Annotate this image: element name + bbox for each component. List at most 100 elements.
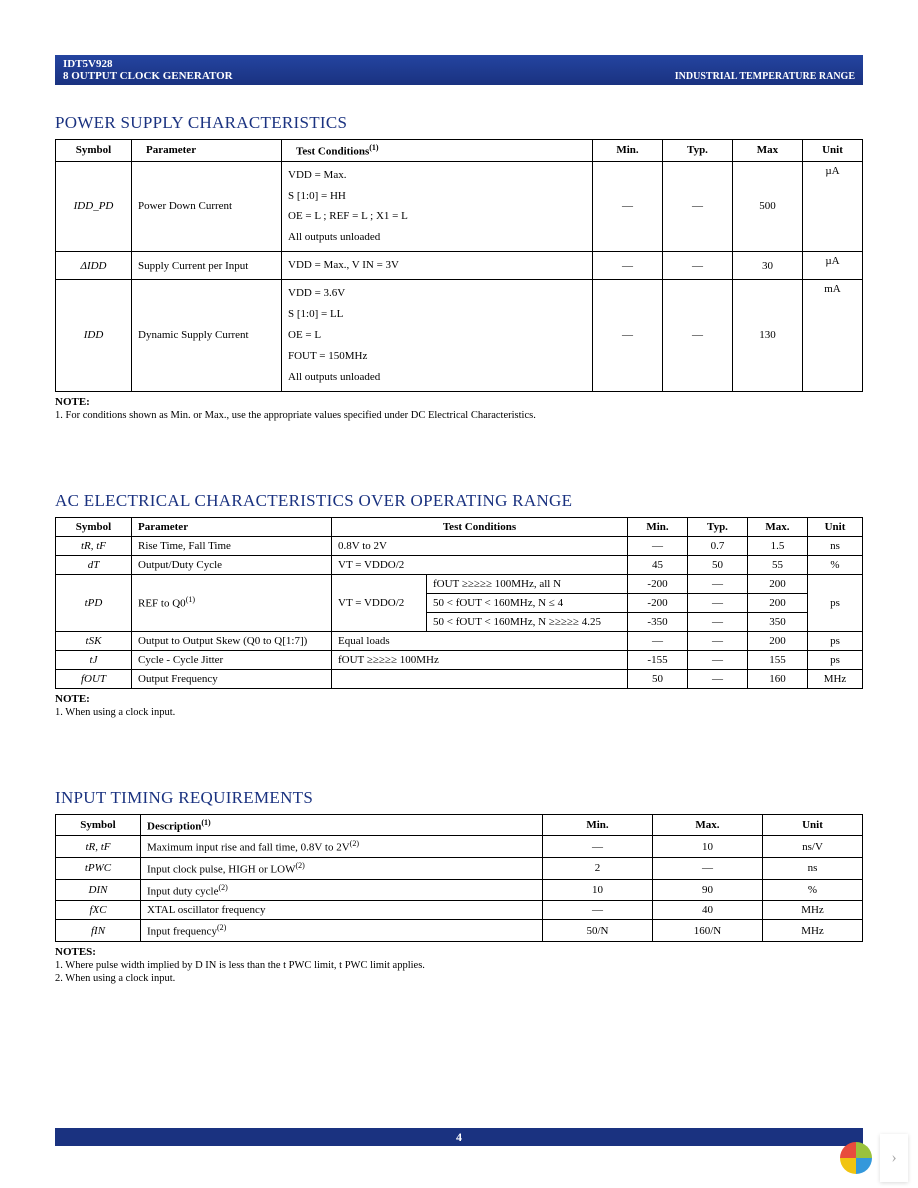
cell-desc: XTAL oscillator frequency xyxy=(141,901,543,920)
cell-unit: ps xyxy=(808,650,863,669)
table-row: tPWCInput clock pulse, HIGH or LOW(2)2—n… xyxy=(56,857,863,879)
corner-widget: › xyxy=(840,1134,908,1182)
cell-min: — xyxy=(543,836,653,858)
s1-note: 1. For conditions shown as Min. or Max.,… xyxy=(55,410,863,421)
cell-min: — xyxy=(593,280,663,391)
cell-symbol: ΔIDD xyxy=(56,252,132,280)
cell-min: 45 xyxy=(628,555,688,574)
s2-note-head: NOTE: xyxy=(55,693,863,705)
s2-note: 1. When using a clock input. xyxy=(55,707,863,718)
table-row: fINInput frequency(2)50/N160/NMHz xyxy=(56,920,863,942)
section3-title: INPUT TIMING REQUIREMENTS xyxy=(55,788,863,808)
cell-max: 200 xyxy=(748,574,808,593)
cell-unit: MHz xyxy=(763,901,863,920)
cell-min: — xyxy=(593,252,663,280)
cell-parameter: Output to Output Skew (Q0 to Q[1:7]) xyxy=(132,631,332,650)
cell-desc: Input frequency(2) xyxy=(141,920,543,942)
cell-symbol: tR, tF xyxy=(56,536,132,555)
cell-max: 500 xyxy=(733,161,803,252)
input-timing-table: Symbol Description(1) Min. Max. Unit tR,… xyxy=(55,814,863,942)
table-row: tPDREF to Q0(1)VT = VDDO/2fOUT ≥≥≥≥≥ 100… xyxy=(56,574,863,593)
cell-parameter: REF to Q0(1) xyxy=(132,574,332,631)
next-button[interactable]: › xyxy=(880,1134,908,1182)
cell-min: 50/N xyxy=(543,920,653,942)
cell-parameter: Cycle - Cycle Jitter xyxy=(132,650,332,669)
cell-typ: — xyxy=(688,593,748,612)
cell-max: 200 xyxy=(748,593,808,612)
cell-unit: MHz xyxy=(808,669,863,688)
cell-conditions: VDD = Max.S [1:0] = HHOE = L ; REF = L ;… xyxy=(282,161,593,252)
header-subtitle: 8 OUTPUT CLOCK GENERATOR xyxy=(63,70,233,82)
col-symbol: Symbol xyxy=(56,814,141,836)
logo-icon xyxy=(840,1142,872,1174)
cell-max: 160 xyxy=(748,669,808,688)
table-row: ΔIDDSupply Current per InputVDD = Max., … xyxy=(56,252,863,280)
cell-typ: — xyxy=(688,612,748,631)
cell-typ: — xyxy=(688,574,748,593)
cell-max: 130 xyxy=(733,280,803,391)
cell-unit: ns xyxy=(808,536,863,555)
table-row: fOUTOutput Frequency50—160MHz xyxy=(56,669,863,688)
table-row: tSKOutput to Output Skew (Q0 to Q[1:7])E… xyxy=(56,631,863,650)
cell-min: — xyxy=(543,901,653,920)
cell-cond-sub: 50 < fOUT < 160MHz, N ≥≥≥≥≥ 4.25 xyxy=(427,612,628,631)
cell-symbol: IDD xyxy=(56,280,132,391)
table-row: IDD_PDPower Down CurrentVDD = Max.S [1:0… xyxy=(56,161,863,252)
cell-typ: — xyxy=(663,280,733,391)
cell-desc: Input clock pulse, HIGH or LOW(2) xyxy=(141,857,543,879)
cell-parameter: Output/Duty Cycle xyxy=(132,555,332,574)
cell-symbol: fXC xyxy=(56,901,141,920)
cell-unit: MHz xyxy=(763,920,863,942)
table-row: DINInput duty cycle(2)1090% xyxy=(56,879,863,901)
cell-max: 40 xyxy=(653,901,763,920)
cell-unit: mA xyxy=(803,280,863,391)
col-max: Max. xyxy=(748,517,808,536)
col-unit: Unit xyxy=(763,814,863,836)
col-min: Min. xyxy=(593,140,663,162)
cell-max: 200 xyxy=(748,631,808,650)
cell-max: 90 xyxy=(653,879,763,901)
section1-title: POWER SUPPLY CHARACTERISTICS xyxy=(55,113,863,133)
cell-min: -350 xyxy=(628,612,688,631)
cell-typ: — xyxy=(663,252,733,280)
cell-conditions: VDD = Max., V IN = 3V xyxy=(282,252,593,280)
cell-min: 50 xyxy=(628,669,688,688)
col-symbol: Symbol xyxy=(56,517,132,536)
col-parameter: Parameter xyxy=(132,517,332,536)
cell-conditions: VDD = 3.6VS [1:0] = LLOE = LFOUT = 150MH… xyxy=(282,280,593,391)
cell-max: 155 xyxy=(748,650,808,669)
col-typ: Typ. xyxy=(688,517,748,536)
table-row: fXCXTAL oscillator frequency—40MHz xyxy=(56,901,863,920)
cell-symbol: tPWC xyxy=(56,857,141,879)
cell-max: 1.5 xyxy=(748,536,808,555)
table-row: tR, tFMaximum input rise and fall time, … xyxy=(56,836,863,858)
page-number: 4 xyxy=(456,1130,462,1144)
s1-note-head: NOTE: xyxy=(55,396,863,408)
table-row: dTOutput/Duty CycleVT = VDDO/2455055% xyxy=(56,555,863,574)
cell-conditions: Equal loads xyxy=(332,631,628,650)
cell-unit: % xyxy=(808,555,863,574)
cell-unit: ns/V xyxy=(763,836,863,858)
col-parameter: Parameter xyxy=(132,140,282,162)
cell-unit: ps xyxy=(808,574,863,631)
cell-typ: 50 xyxy=(688,555,748,574)
cell-min: -200 xyxy=(628,574,688,593)
cell-cond-sub: fOUT ≥≥≥≥≥ 100MHz, all N xyxy=(427,574,628,593)
power-supply-table: Symbol Parameter Test Conditions(1) Min.… xyxy=(55,139,863,392)
col-conditions: Test Conditions xyxy=(332,517,628,536)
cell-max: — xyxy=(653,857,763,879)
cell-unit: ps xyxy=(808,631,863,650)
col-min: Min. xyxy=(628,517,688,536)
cell-parameter: Dynamic Supply Current xyxy=(132,280,282,391)
col-unit: Unit xyxy=(808,517,863,536)
cell-max: 160/N xyxy=(653,920,763,942)
cell-max: 10 xyxy=(653,836,763,858)
table-row: tR, tFRise Time, Fall Time0.8V to 2V—0.7… xyxy=(56,536,863,555)
cell-unit: µA xyxy=(803,161,863,252)
cell-desc: Input duty cycle(2) xyxy=(141,879,543,901)
col-typ: Typ. xyxy=(663,140,733,162)
ac-electrical-table: Symbol Parameter Test Conditions Min. Ty… xyxy=(55,517,863,689)
cell-max: 55 xyxy=(748,555,808,574)
cell-conditions xyxy=(332,669,628,688)
s3-note2: 2. When using a clock input. xyxy=(55,973,863,984)
